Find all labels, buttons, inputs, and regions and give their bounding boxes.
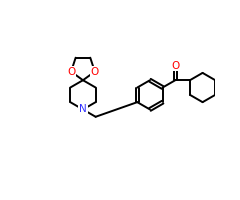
Text: O: O: [91, 67, 99, 77]
Text: O: O: [171, 61, 180, 71]
Text: O: O: [67, 67, 75, 77]
Text: N: N: [79, 104, 87, 114]
